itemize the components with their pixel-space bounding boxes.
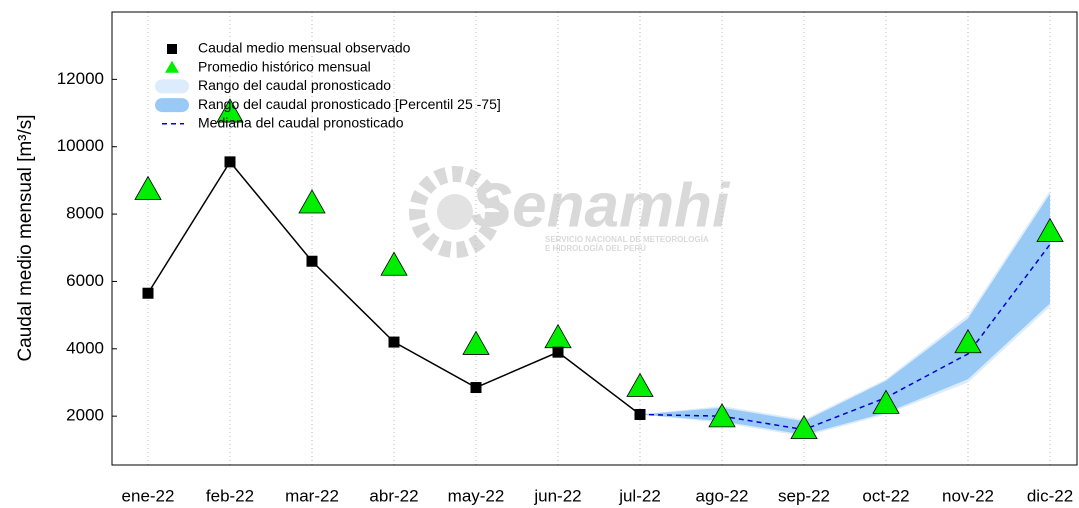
triangle-marker — [298, 189, 326, 214]
x-tick-label: dic-22 — [1027, 486, 1073, 505]
median-line — [639, 243, 1051, 431]
watermark-logo — [409, 166, 501, 258]
legend-label: Mediana del caudal pronosticado — [198, 115, 404, 131]
legend-symbol — [155, 98, 189, 113]
square-marker — [306, 255, 318, 267]
square-marker — [634, 408, 646, 420]
legend-label: Rango del caudal pronosticado — [198, 77, 391, 93]
x-tick-label: ago-22 — [696, 486, 749, 505]
square-marker — [224, 156, 236, 168]
square-marker — [388, 336, 400, 348]
square-marker — [470, 382, 482, 394]
y-axis-label: Caudal medio mensual [m³/s] — [15, 114, 36, 361]
legend-symbol — [167, 44, 177, 54]
triangle-marker — [790, 414, 818, 440]
forecast-band — [640, 193, 1050, 435]
watermark-title: Senamhi — [471, 171, 731, 240]
square-marker — [142, 287, 154, 299]
y-tick-label: 4000 — [66, 338, 104, 357]
legend-symbol — [155, 79, 189, 94]
x-tick-label: mar-22 — [285, 486, 339, 505]
y-tick-label: 10000 — [57, 136, 104, 155]
x-tick-label: jul-22 — [618, 486, 661, 505]
triangle-marker — [1036, 217, 1064, 243]
watermark-logo — [437, 194, 473, 230]
legend-label: Promedio histórico mensual — [198, 58, 371, 74]
plot-frame — [111, 11, 1078, 466]
y-tick-label: 2000 — [66, 406, 104, 425]
y-tick-label: 6000 — [66, 271, 104, 290]
x-tick-label: abr-22 — [369, 486, 418, 505]
watermark-text: SERVICIO NACIONAL DE METEOROLOGÍA — [545, 235, 709, 244]
y-tick-label: 12000 — [57, 69, 104, 88]
triangle-marker — [708, 403, 736, 428]
x-tick-label: may-22 — [448, 486, 505, 505]
x-tick-label: feb-22 — [206, 486, 254, 505]
triangle-marker — [380, 251, 408, 276]
triangle-marker — [216, 98, 244, 123]
watermark-text: E HIDROLOGÍA DEL PERÚ — [545, 244, 646, 253]
legend-symbol — [165, 60, 179, 73]
x-tick-label: nov-22 — [942, 486, 994, 505]
triangle-marker — [544, 323, 572, 349]
triangle-marker — [462, 330, 490, 355]
y-tick-label: 8000 — [66, 204, 104, 223]
square-marker — [552, 346, 564, 358]
triangle-marker — [134, 175, 162, 200]
x-tick-label: ene-22 — [122, 486, 175, 505]
legend-label: Caudal medio mensual observado — [198, 40, 411, 56]
watermark: Senamhi SERVICIO NACIONAL DE METEOROLOGÍ… — [409, 166, 731, 258]
triangle-marker — [954, 328, 982, 354]
x-tick-label: jun-22 — [533, 486, 581, 505]
x-tick-label: oct-22 — [862, 486, 909, 505]
x-tick-label: sep-22 — [778, 486, 830, 505]
legend-label: Rango del caudal pronosticado [Percentil… — [198, 96, 501, 112]
triangle-marker — [626, 372, 654, 397]
triangle-marker — [872, 389, 900, 414]
